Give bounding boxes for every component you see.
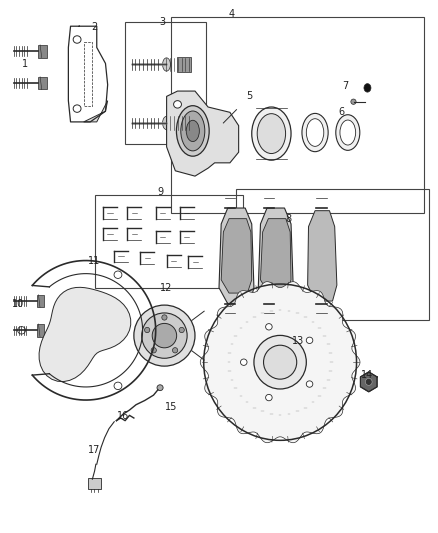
Text: 10: 10 [12, 298, 24, 309]
Text: 4: 4 [229, 9, 235, 19]
Text: 9: 9 [157, 187, 163, 197]
Bar [177, 115, 191, 131]
Ellipse shape [365, 378, 372, 385]
Text: 14: 14 [361, 370, 374, 381]
Ellipse shape [162, 58, 170, 71]
Bar [88, 478, 101, 489]
Polygon shape [221, 219, 252, 293]
Ellipse shape [306, 119, 324, 147]
Bar [39, 45, 46, 58]
Ellipse shape [73, 36, 81, 43]
Ellipse shape [336, 115, 360, 150]
Bar [37, 324, 44, 337]
Ellipse shape [265, 394, 272, 401]
Ellipse shape [151, 348, 156, 353]
Ellipse shape [162, 116, 170, 130]
Ellipse shape [181, 111, 205, 151]
Text: 2: 2 [92, 22, 98, 33]
Ellipse shape [254, 335, 306, 389]
Ellipse shape [157, 385, 163, 391]
Ellipse shape [18, 327, 25, 334]
Bar [125, 22, 206, 144]
Ellipse shape [252, 107, 291, 160]
Bar [237, 189, 428, 320]
Ellipse shape [114, 271, 122, 278]
Ellipse shape [179, 327, 184, 333]
Text: 6: 6 [338, 107, 344, 117]
Ellipse shape [306, 381, 313, 387]
Polygon shape [307, 211, 337, 301]
Ellipse shape [173, 101, 181, 108]
Ellipse shape [114, 382, 122, 390]
Bar [37, 295, 44, 308]
Text: 16: 16 [117, 411, 129, 422]
Ellipse shape [302, 114, 328, 152]
Ellipse shape [306, 337, 313, 343]
Ellipse shape [173, 348, 178, 353]
Ellipse shape [134, 305, 195, 366]
Ellipse shape [340, 120, 356, 145]
Polygon shape [219, 208, 254, 304]
Bar [39, 77, 46, 90]
Polygon shape [360, 372, 377, 392]
Text: 17: 17 [88, 445, 101, 455]
Polygon shape [200, 281, 360, 443]
Text: 5: 5 [247, 91, 253, 101]
Polygon shape [84, 101, 108, 122]
Text: 12: 12 [160, 283, 173, 293]
Bar [177, 56, 191, 72]
Ellipse shape [240, 359, 247, 366]
Polygon shape [39, 287, 131, 382]
Ellipse shape [73, 105, 81, 112]
Text: 7: 7 [343, 81, 349, 91]
Ellipse shape [142, 313, 187, 358]
Bar [95, 195, 243, 288]
Ellipse shape [145, 327, 150, 333]
Text: 13: 13 [291, 336, 304, 346]
Text: 11: 11 [88, 256, 101, 266]
Text: 3: 3 [159, 17, 165, 27]
Ellipse shape [351, 99, 356, 104]
Text: 1: 1 [21, 60, 28, 69]
Ellipse shape [257, 114, 286, 154]
Ellipse shape [186, 120, 199, 142]
Ellipse shape [152, 324, 177, 348]
Polygon shape [166, 91, 239, 176]
Polygon shape [258, 208, 293, 304]
Bar [171, 17, 424, 213]
Ellipse shape [264, 345, 297, 379]
Circle shape [364, 84, 371, 92]
Ellipse shape [177, 106, 209, 156]
Polygon shape [261, 219, 291, 293]
Ellipse shape [265, 324, 272, 330]
Text: 15: 15 [165, 402, 177, 413]
Text: 8: 8 [286, 214, 292, 224]
Ellipse shape [162, 315, 167, 320]
